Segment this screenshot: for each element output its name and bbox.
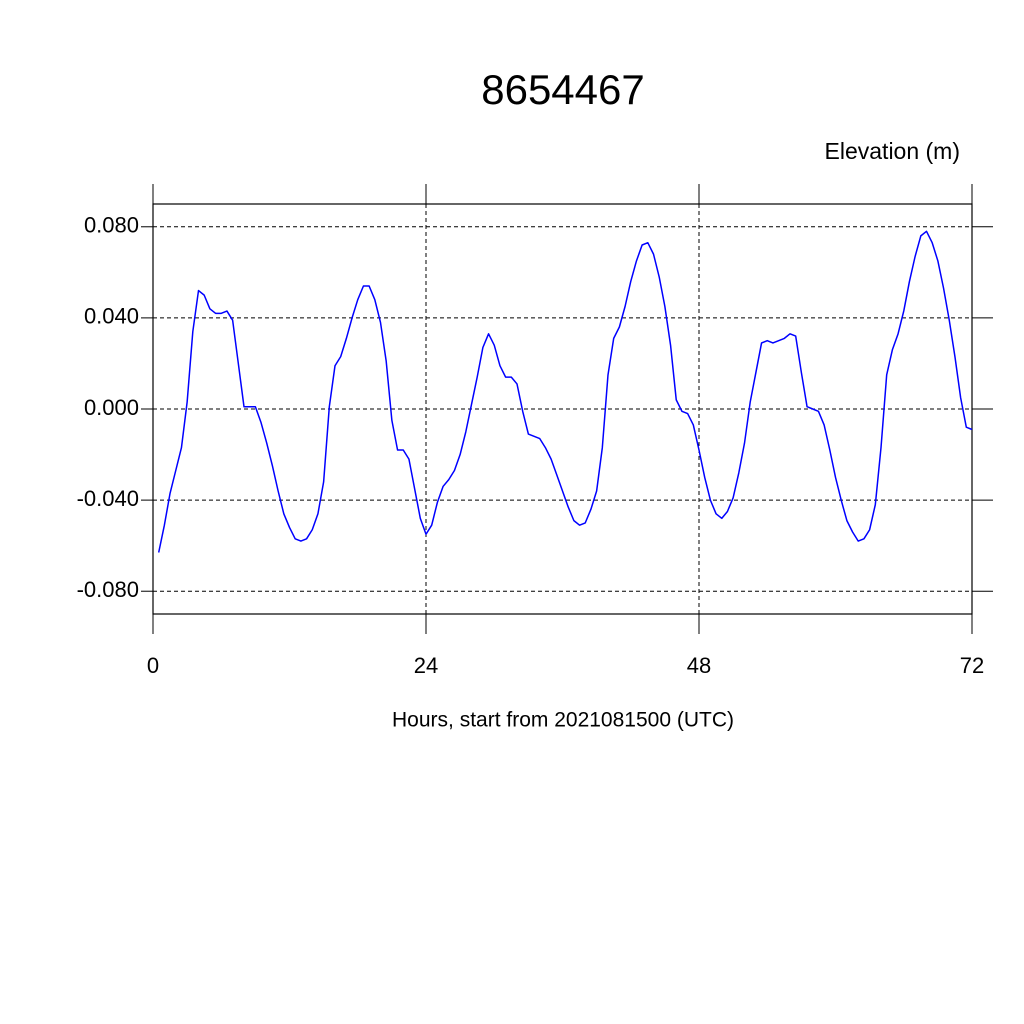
x-tick-label: 24 [414,653,438,678]
y-tick-label: -0.040 [77,486,139,511]
chart-title: 8654467 [481,66,645,113]
x-tick-label: 0 [147,653,159,678]
data-line [157,230,973,553]
plot-frame [152,203,973,615]
y-tick-label: -0.080 [77,577,139,602]
y-tick-label: 0.080 [84,213,139,238]
y-axis-title: Elevation (m) [825,138,960,164]
y-tick-label: 0.000 [84,395,139,420]
x-tick-label: 48 [687,653,711,678]
y-tick-label: 0.040 [84,304,139,329]
x-tick-label: 72 [960,653,984,678]
x-axis-title: Hours, start from 2021081500 (UTC) [392,709,734,732]
